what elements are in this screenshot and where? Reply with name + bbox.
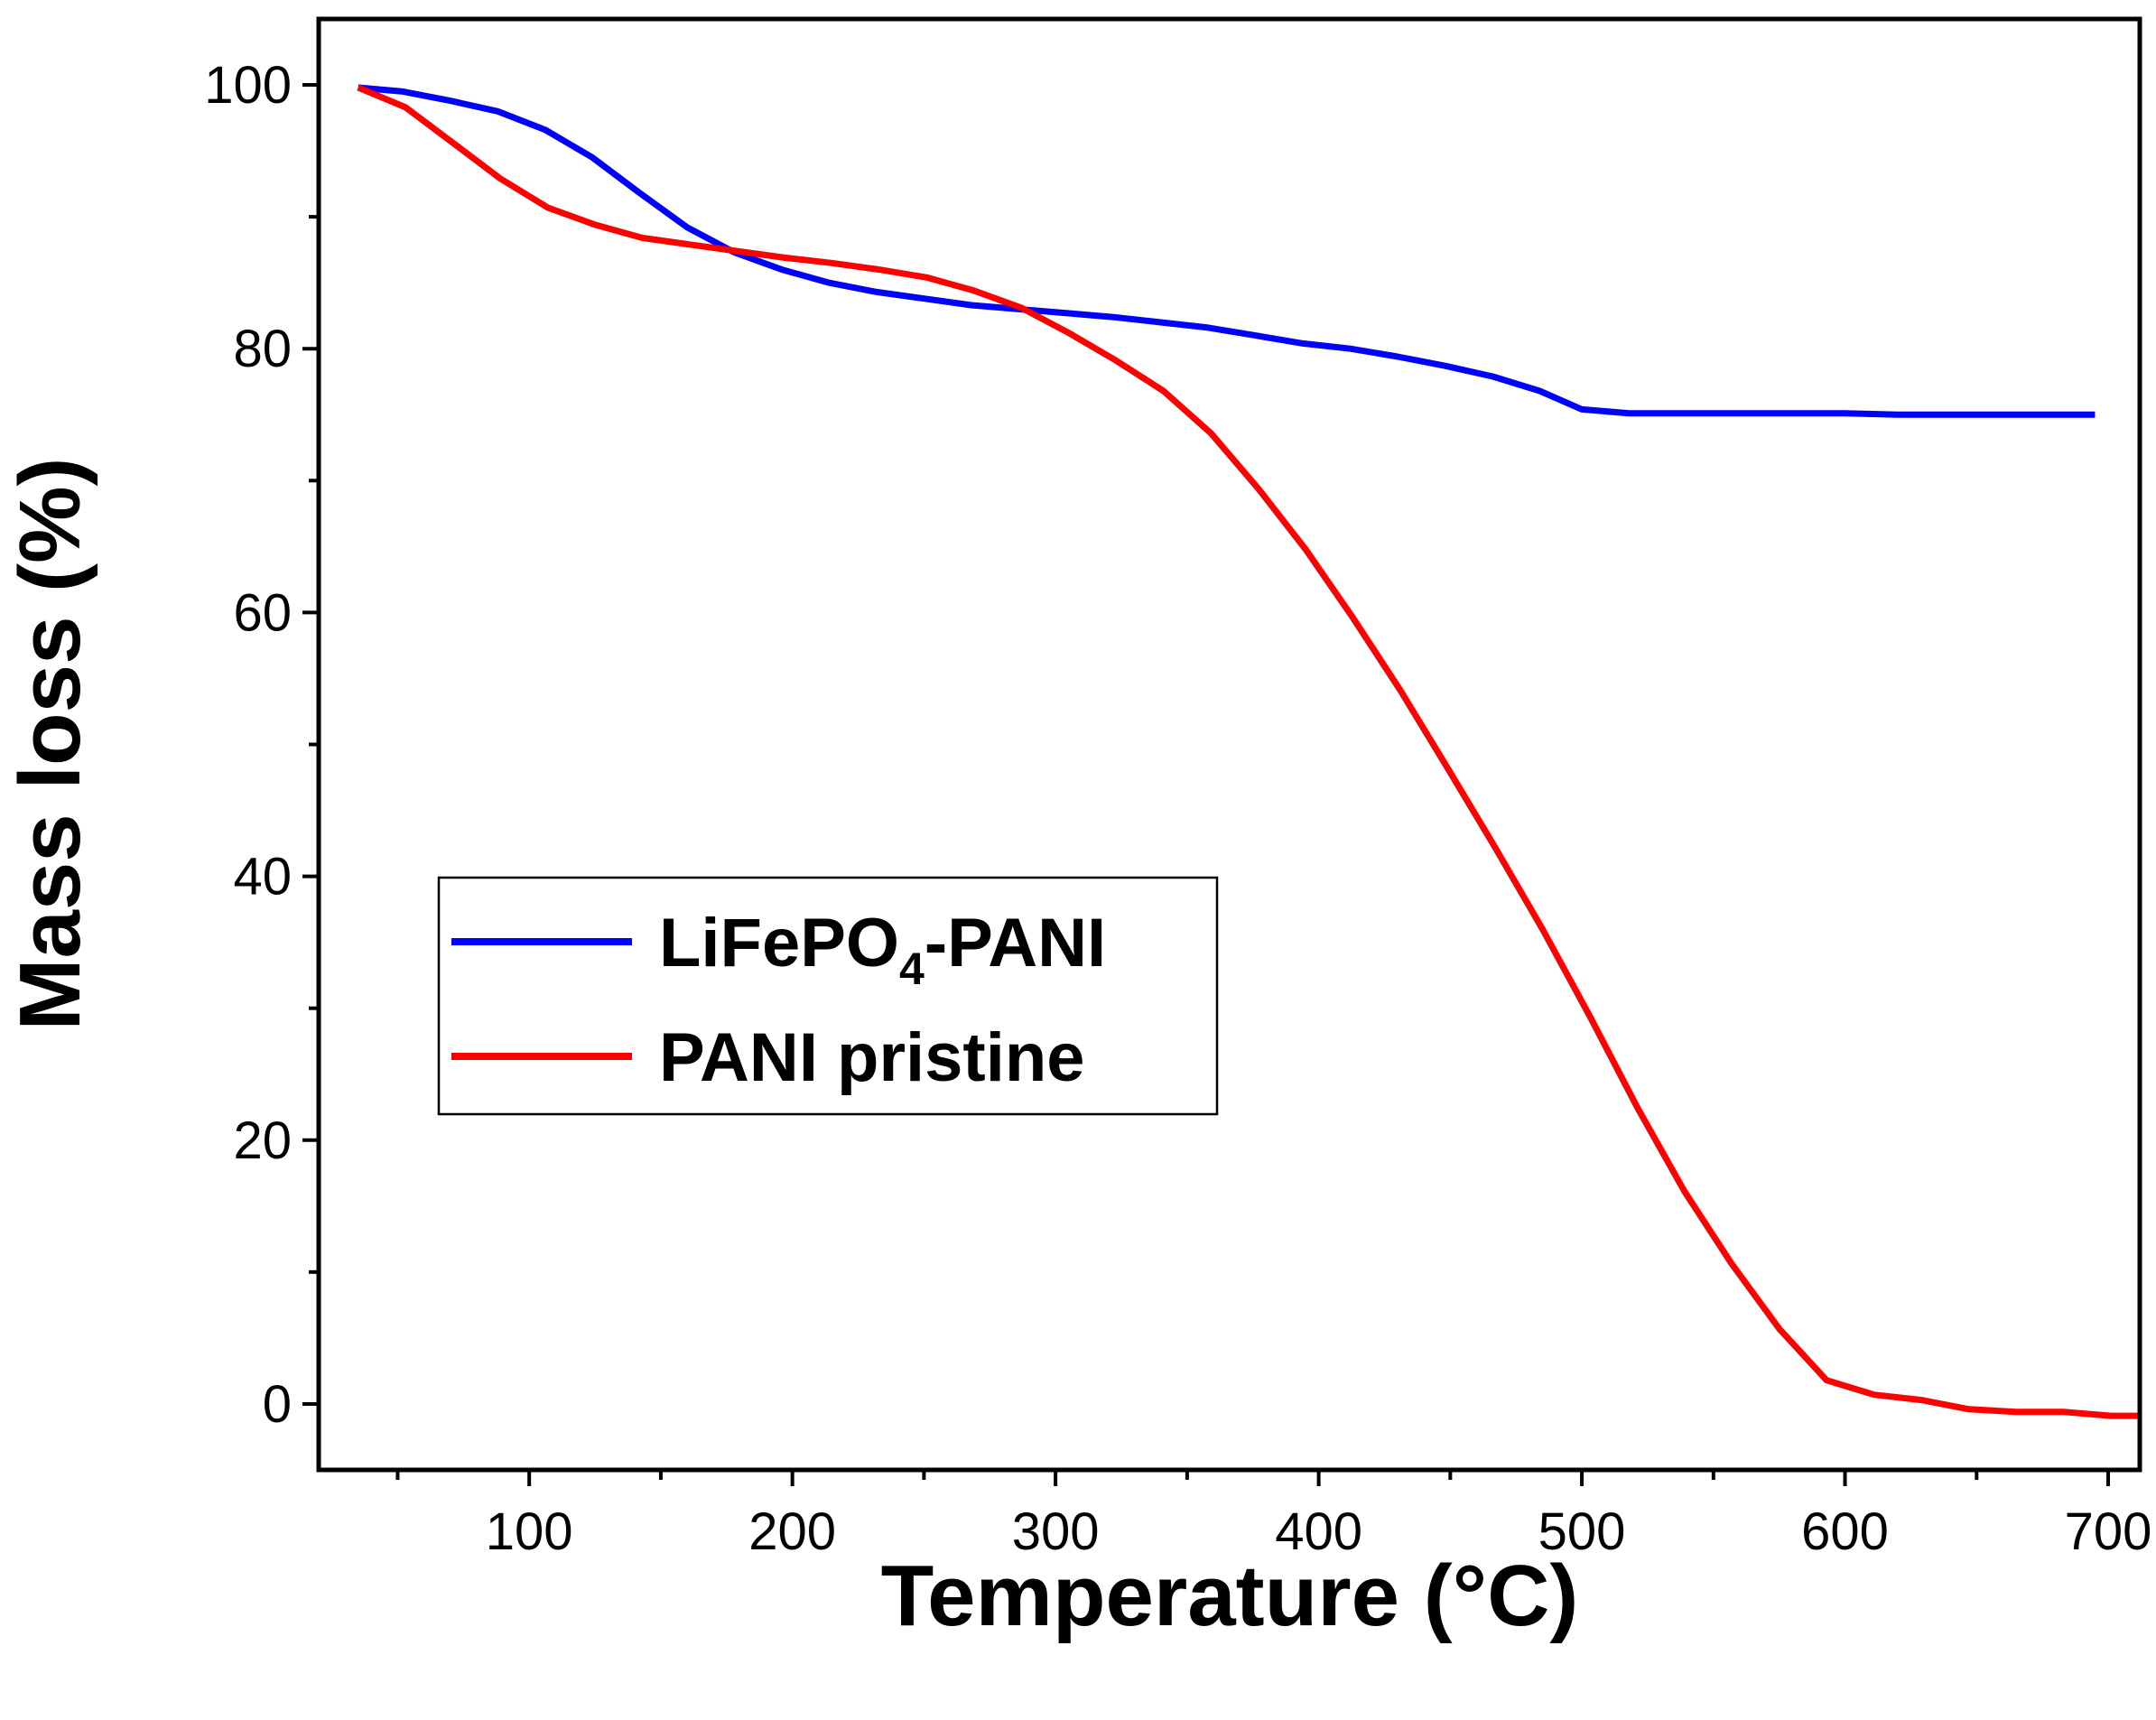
x-tick-label: 600 bbox=[1801, 1502, 1889, 1561]
x-tick-label: 400 bbox=[1275, 1502, 1362, 1561]
series-line-pani-pristine bbox=[357, 84, 2140, 1419]
series-line-lifepo4-pani bbox=[358, 84, 2096, 418]
axis-ticks: 100 200 300 400 500 600 700 0 20 40 60 80 100 bbox=[204, 56, 2151, 1561]
x-tick-label: 700 bbox=[2065, 1502, 2152, 1561]
plot-area bbox=[357, 84, 2140, 1419]
y-tick-label: 80 bbox=[233, 320, 292, 378]
x-tick-label: 100 bbox=[486, 1502, 573, 1561]
legend-label: PANI pristine bbox=[659, 1019, 1085, 1096]
y-axis-title: Mass loss (%) bbox=[2, 458, 98, 1031]
y-tick-label: 100 bbox=[204, 56, 292, 115]
y-tick-label: 60 bbox=[233, 583, 292, 642]
legend-label: LiFePO4-PANI bbox=[659, 905, 1106, 994]
x-tick-label: 500 bbox=[1538, 1502, 1626, 1561]
legend-box bbox=[437, 876, 1219, 1116]
legend: LiFePO4-PANI PANI pristine bbox=[437, 876, 1219, 1116]
x-axis-title: Temperature (°C) bbox=[881, 1548, 1579, 1644]
y-tick-label: 0 bbox=[263, 1375, 292, 1434]
x-tick-label: 300 bbox=[1012, 1502, 1100, 1561]
x-tick-label: 200 bbox=[748, 1502, 836, 1561]
y-tick-label: 20 bbox=[233, 1111, 292, 1170]
y-tick-label: 40 bbox=[233, 848, 292, 906]
